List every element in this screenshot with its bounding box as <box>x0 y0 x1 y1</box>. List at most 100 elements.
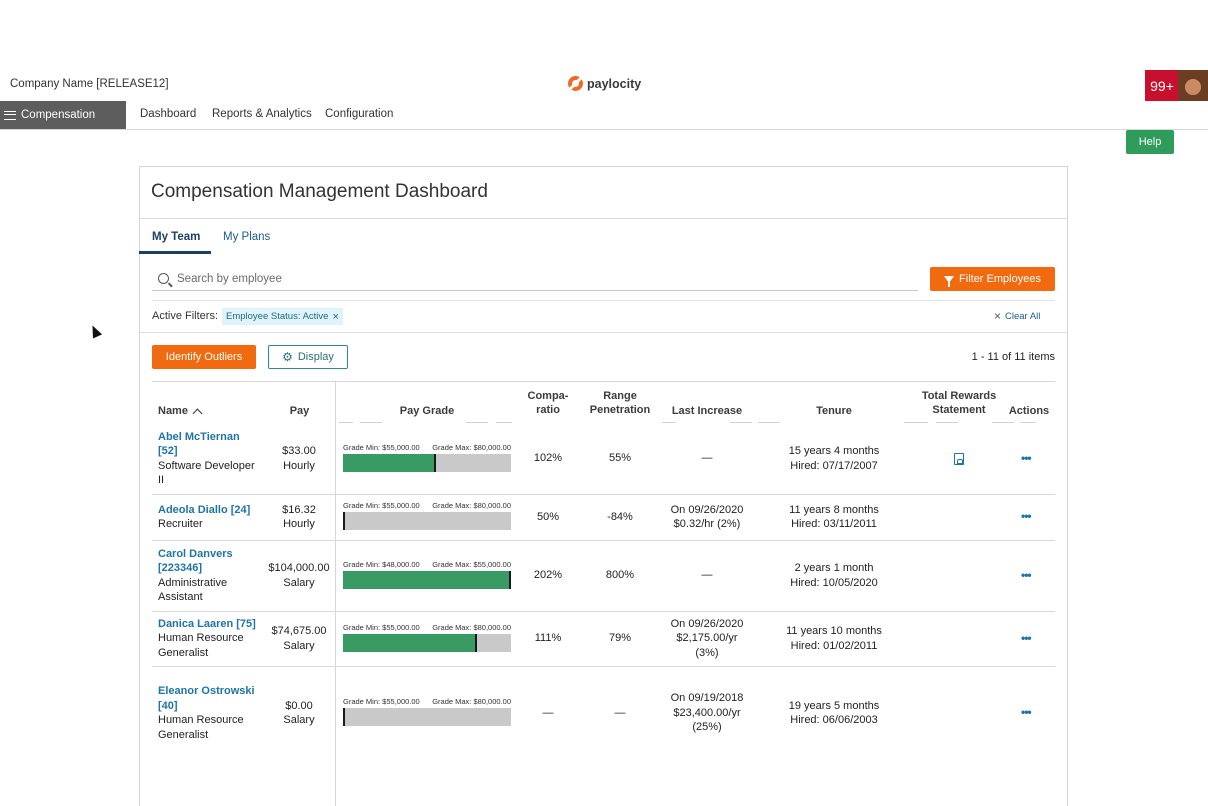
employee-name-link[interactable]: Abel McTiernan [52] <box>158 430 263 459</box>
pay-grade-bar: Grade Min: $55,000.00 Grade Max: $80,000.… <box>343 443 511 472</box>
row-actions-menu-icon[interactable]: ••• <box>1021 450 1032 465</box>
clear-all-label: Clear All <box>1005 310 1041 322</box>
compa-ratio-value: 202% <box>533 569 563 582</box>
job-title-line: Human Resource <box>158 714 244 726</box>
filter-employees-label: Filter Employees <box>959 273 1041 285</box>
row-actions-menu-icon[interactable]: ••• <box>1021 630 1032 645</box>
employee-job-title: Human Resource Generalist <box>158 631 263 660</box>
employee-name-line: Danica Laaren [75] <box>158 617 256 630</box>
hire-date: Hired: 10/05/2020 <box>790 576 878 589</box>
employee-name-link[interactable]: Carol Danvers [223346] <box>158 547 263 576</box>
search-input[interactable] <box>175 271 875 286</box>
divider <box>360 422 382 423</box>
divider <box>466 422 488 423</box>
tenure-value: 2 years 1 month <box>794 562 874 574</box>
nav-reports-analytics[interactable]: Reports & Analytics <box>212 108 312 120</box>
display-label: Display <box>297 351 334 363</box>
grade-fill <box>343 633 476 652</box>
help-button[interactable]: Help <box>1126 130 1174 154</box>
module-menu-button[interactable]: Compensation <box>0 101 126 129</box>
divider <box>992 422 1014 423</box>
pdf-icon[interactable] <box>954 452 964 465</box>
last-increase-cell: On 09/26/2020 $2,175.00/yr (3%) <box>652 617 762 661</box>
header-pay[interactable]: Pay <box>289 405 310 417</box>
grade-max-label: Grade Max: $80,000.00 <box>432 501 511 510</box>
hire-date: Hired: 03/11/2011 <box>791 518 877 530</box>
header-range-penetration[interactable]: Range Penetration <box>584 389 656 417</box>
employee-job-title: Software Developer II <box>158 459 263 488</box>
grade-min-label: Grade Min: $48,000.00 <box>343 559 420 569</box>
last-increase-cell: — <box>652 568 762 583</box>
grade-min-label: Grade Min: $55,000.00 <box>343 622 420 632</box>
grade-fill <box>343 453 436 472</box>
employee-name-link[interactable]: Eleanor Ostrowski [40] <box>158 684 263 713</box>
header-compa-line1: Compa- <box>527 390 569 402</box>
row-divider <box>152 611 1055 612</box>
employee-job-title: Administrative Assistant <box>158 576 263 605</box>
pay-cell: $16.32 Hourly <box>264 503 334 532</box>
grade-position-marker <box>509 570 511 589</box>
display-button[interactable]: ⚙ Display <box>268 345 348 369</box>
grade-track <box>343 453 511 472</box>
divider <box>758 422 780 423</box>
identify-outliers-button[interactable]: Identify Outliers <box>152 345 256 369</box>
header-trs-line1: Total Rewards <box>921 390 997 402</box>
pay-grade-bar: Grade Min: $55,000.00 Grade Max: $80,000.… <box>343 501 511 530</box>
pay-type: Hourly <box>283 459 315 472</box>
employee-name-line: [52] <box>158 445 178 457</box>
job-title-line: Recruiter <box>158 518 203 530</box>
employee-name-line: Carol Danvers <box>158 547 233 560</box>
filter-employees-button[interactable]: Filter Employees <box>930 267 1055 291</box>
last-increase-line: On 09/26/2020 <box>670 617 744 630</box>
grade-fill <box>343 570 511 589</box>
header-trs-line2: Statement <box>932 404 986 416</box>
pay-cell: $33.00 Hourly <box>264 444 334 473</box>
grade-track <box>343 512 511 530</box>
paylocity-logo-icon <box>568 76 583 91</box>
tab-my-plans[interactable]: My Plans <box>223 231 271 243</box>
clear-all-button[interactable]: × Clear All <box>994 309 1040 323</box>
tab-my-team[interactable]: My Team <box>152 231 201 243</box>
header-pay-grade[interactable]: Pay Grade <box>399 405 455 417</box>
header-compa-ratio[interactable]: Compa- ratio <box>520 389 576 417</box>
user-avatar[interactable] <box>1178 70 1208 101</box>
compa-ratio-value: 102% <box>533 452 563 465</box>
close-icon[interactable]: × <box>332 310 339 323</box>
table-row: Abel McTiernan [52] Software Developer II $3… <box>0 0 1208 495</box>
header-compa-line2: ratio <box>536 404 560 416</box>
mouse-cursor-icon <box>87 323 103 339</box>
header-name[interactable]: Name <box>158 404 203 418</box>
divider <box>662 422 676 423</box>
employee-name-link[interactable]: Adeola Diallo [24] <box>158 503 263 518</box>
search-icon <box>158 273 169 284</box>
tenure-cell: 11 years 8 months Hired: 03/11/2011 <box>774 503 894 532</box>
grade-position-marker <box>434 453 437 472</box>
last-increase-line: On 09/19/2018 <box>670 692 744 705</box>
notification-badge[interactable]: 99+ <box>1145 70 1179 101</box>
hire-date: Hired: 06/06/2003 <box>790 714 878 726</box>
tenure-cell: 15 years 4 months Hired: 07/17/2007 <box>774 444 894 473</box>
employee-name-link[interactable]: Danica Laaren [75] <box>158 617 263 632</box>
row-actions-menu-icon[interactable]: ••• <box>1021 567 1032 582</box>
last-increase-line: $2,175.00/yr <box>676 632 738 645</box>
row-actions-menu-icon[interactable]: ••• <box>1021 509 1032 523</box>
grade-track <box>343 570 511 589</box>
job-title-line: Generalist <box>158 646 209 659</box>
employee-name-line: [223346] <box>158 562 203 574</box>
nav-dashboard[interactable]: Dashboard <box>140 108 197 120</box>
nav-configuration[interactable]: Configuration <box>325 108 394 120</box>
pay-grade-bar: Grade Min: $55,000.00 Grade Max: $80,000.… <box>343 697 511 726</box>
sort-ascending-icon <box>192 408 203 418</box>
job-title-line: Assistant <box>158 591 203 603</box>
row-divider <box>152 666 1055 667</box>
header-tenure[interactable]: Tenure <box>816 405 852 417</box>
grade-min-label: Grade Min: $55,000.00 <box>343 501 420 510</box>
grade-range-labels: Grade Min: $48,000.00 Grade Max: $55,000.… <box>343 560 511 569</box>
range-penetration-value: — <box>614 706 626 719</box>
row-actions-menu-icon[interactable]: ••• <box>1021 705 1032 719</box>
pay-amount: $74,675.00 <box>271 625 327 637</box>
header-last-increase[interactable]: Last Increase <box>671 405 743 417</box>
last-increase-line: — <box>701 569 713 582</box>
column-divider <box>335 381 336 806</box>
last-increase-line: $23,400.00/yr <box>673 706 741 719</box>
